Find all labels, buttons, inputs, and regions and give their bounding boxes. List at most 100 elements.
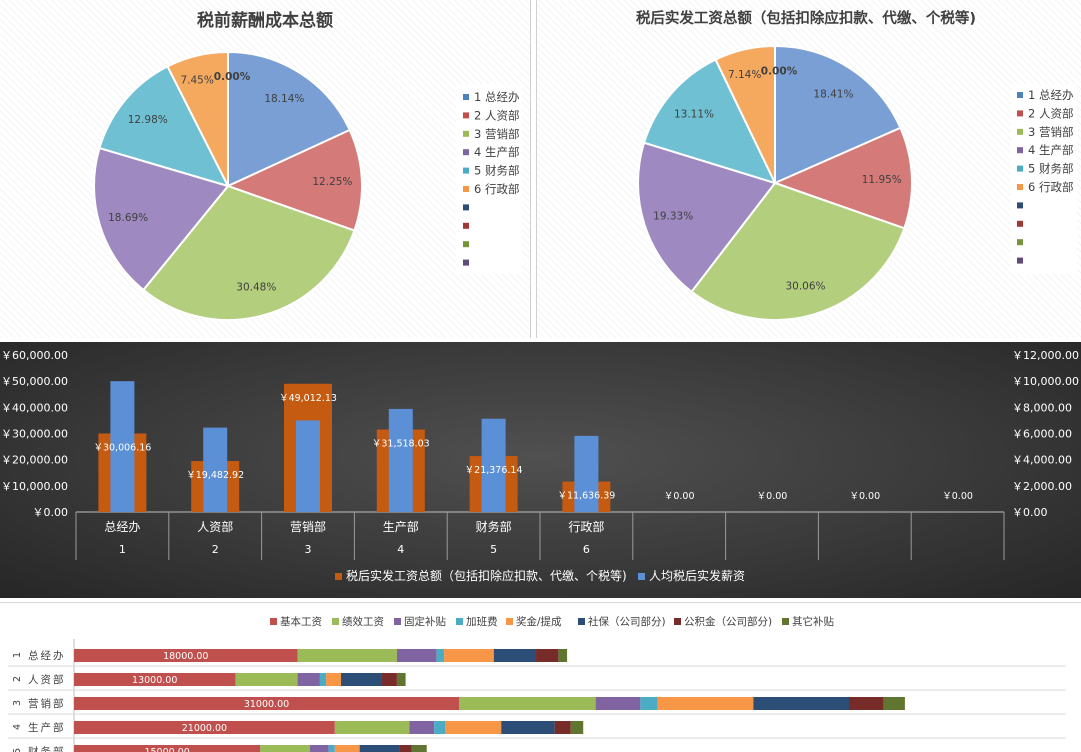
pie-slice [93, 146, 230, 292]
legend-swatch [1017, 184, 1023, 190]
stack-segment [640, 697, 658, 710]
right-axis-tick-label: ￥2,000.00 [1012, 480, 1072, 493]
pie-chart-pretax: 税前薪酬成本总额 18.14% 12.25% 30.48% 18.69% 12.98% 7… [0, 0, 531, 338]
legend-label: 2 人资部 [474, 108, 519, 122]
legend-label: 6 行政部 [1028, 180, 1073, 194]
bar-data-label: ￥0.00 [849, 491, 880, 502]
stack-segment [235, 673, 298, 686]
legend-swatch [463, 94, 469, 100]
category-number-label: 4 [397, 543, 404, 556]
bar-avg-pay [388, 408, 413, 512]
stack-segment-label: 21000.00 [182, 723, 227, 734]
bar-avg-pay [296, 420, 320, 512]
pie-chart-posttax: 税后实发工资总额（包括扣除应扣款、代缴、个税等) 18.41% 11.95% 30.… [536, 0, 1081, 338]
legend-swatch [394, 618, 401, 625]
stack-segment [536, 649, 559, 662]
category-name-label: 生产部 [383, 519, 419, 534]
legend-swatch [456, 618, 463, 625]
legend-swatch [1017, 110, 1023, 117]
left-axis-tick-label: ￥20,000.00 [1, 454, 68, 467]
right-axis-tick-label: ￥6,000.00 [1012, 428, 1072, 441]
stack-segment [436, 649, 445, 662]
stack-segment [74, 697, 460, 710]
legend-swatch [1017, 147, 1023, 154]
pie-slice-label: 0.00% [761, 66, 798, 78]
legend-label: 加班费 [466, 615, 498, 628]
legend-label: 绩效工资 [342, 615, 384, 628]
stack-segment [501, 721, 555, 734]
stack-segment [493, 649, 537, 662]
pie-slice-label: 30.06% [785, 280, 825, 292]
row-name-label: 营销部 [28, 697, 66, 710]
stack-segment [74, 721, 335, 734]
legend-label: 4 生产部 [1028, 143, 1073, 157]
left-axis-tick-label: ￥10,000.00 [1, 480, 68, 493]
stack-segment [396, 649, 437, 662]
pie-slice-label: 0.00% [214, 71, 251, 83]
stack-segment [570, 721, 584, 734]
stack-segment [341, 673, 383, 686]
pie-slice [690, 181, 906, 321]
legend-label: 其它补贴 [792, 615, 834, 628]
bar-data-label: ￥49,012.13 [279, 393, 337, 404]
pie-slice-label: 18.69% [108, 212, 148, 224]
stack-segment [260, 745, 310, 752]
right-axis-tick-label: ￥4,000.00 [1012, 454, 1072, 467]
bar-avg-pay [110, 381, 135, 512]
legend-swatch [270, 618, 277, 625]
legend-label: 5 财务部 [1028, 162, 1073, 176]
pie-slice [772, 126, 913, 230]
stack-segment [74, 649, 298, 662]
category-number-label: 6 [583, 543, 590, 556]
bar-data-label: ￥31,518.03 [372, 439, 430, 450]
legend-swatch [463, 149, 469, 156]
stack-segment [319, 673, 327, 686]
legend-label: 2 人资部 [1028, 106, 1073, 120]
category-name-label: 财务部 [476, 519, 512, 534]
category-name-label: 营销部 [290, 519, 326, 534]
bar-data-label: ￥0.00 [757, 491, 788, 502]
left-axis-tick-label: ￥40,000.00 [1, 401, 68, 414]
stack-segment [74, 745, 261, 752]
pie-chart-pretax-svg: 税前薪酬成本总额 18.14% 12.25% 30.48% 18.69% 12.98% 7… [93, 10, 522, 321]
legend-label: 1 总经办 [474, 90, 520, 104]
legend-swatch [463, 112, 469, 119]
legend-label: 奖金/提成 [516, 615, 562, 628]
legend-swatch [674, 618, 681, 625]
pie-slice [637, 141, 777, 294]
legend-swatch [463, 259, 469, 266]
legend-swatch [782, 618, 789, 625]
pie-slice [141, 184, 356, 321]
stack-segment [328, 745, 335, 752]
legend-label: 基本工资 [280, 615, 322, 628]
legend-swatch [1017, 257, 1023, 264]
pie-slice-label: 30.48% [236, 282, 276, 294]
row-number-label: 5 [12, 748, 23, 752]
bar-data-label: ￥21,376.14 [465, 465, 523, 476]
right-axis-tick-label: ￥10,000.00 [1012, 375, 1079, 388]
legend-swatch [463, 204, 469, 211]
row-name-label: 总经办 [28, 649, 66, 662]
stack-segment-label: 13000.00 [132, 675, 177, 686]
stack-segment [326, 673, 342, 686]
stack-segment [309, 745, 329, 752]
row-name-label: 人资部 [28, 673, 66, 686]
legend-swatch [1017, 92, 1023, 98]
stack-segment [657, 697, 754, 710]
pie-slice [225, 128, 363, 232]
legend-label: 税后实发工资总额（包括扣除应扣款、代缴、个税等) [346, 568, 627, 583]
legend-swatch [1017, 239, 1023, 246]
category-number-label: 1 [119, 543, 126, 556]
legend-swatch [463, 241, 469, 248]
stack-segment [558, 649, 568, 662]
bar-data-label: ￥0.00 [664, 491, 695, 502]
bar-data-label: ￥0.00 [942, 491, 973, 502]
legend-label: 社保（公司部分) [588, 615, 666, 628]
bar-data-label: ￥30,006.16 [93, 442, 151, 453]
category-name-label: 总经办 [104, 519, 140, 534]
left-axis-tick-label: ￥30,000.00 [1, 428, 68, 441]
legend-swatch [332, 618, 339, 625]
legend-swatch [463, 186, 469, 192]
stack-segment [399, 745, 412, 752]
legend-label: 固定补贴 [404, 615, 446, 628]
